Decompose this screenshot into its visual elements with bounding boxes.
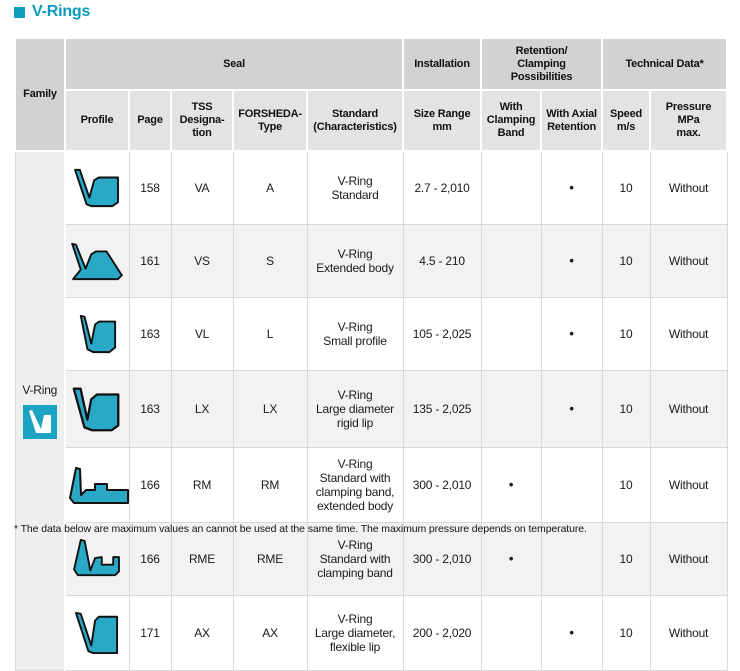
cell-forsheda-type: A: [232, 150, 308, 225]
col-header-size-range: Size Range mm: [402, 89, 483, 152]
cell-page: 171: [128, 595, 172, 671]
cell-with-clamping-band: [480, 595, 542, 671]
profile-cell: [64, 370, 130, 448]
cell-with-axial-retention: •: [540, 224, 603, 298]
cell-with-clamping-band: [480, 297, 542, 371]
family-label: V-Ring: [22, 383, 58, 397]
col-header-profile: Profile: [64, 89, 130, 152]
cell-speed: 10: [601, 224, 651, 298]
table-row: 163 VL L V-Ring Small profile 105 - 2,02…: [15, 297, 728, 371]
cell-with-axial-retention: •: [540, 297, 603, 371]
group-header-seal: Seal: [63, 37, 405, 91]
cell-with-axial-retention: •: [540, 370, 603, 448]
cell-standard: V-Ring Small profile: [306, 297, 404, 371]
title-bullet-icon: [14, 6, 25, 18]
cell-speed: 10: [601, 595, 651, 671]
group-header-retention: Retention/ Clamping Possibilities: [480, 37, 604, 91]
profile-cell: [64, 297, 130, 371]
cell-page: 158: [128, 150, 172, 225]
cell-standard: V-Ring Large diameter rigid lip: [306, 370, 404, 448]
v-ring-family-icon: [22, 405, 57, 439]
col-header-speed: Speed m/s: [601, 89, 652, 152]
cell-with-clamping-band: [480, 150, 542, 225]
group-header-installation: Installation: [402, 37, 483, 91]
col-header-page: Page: [128, 89, 172, 152]
cell-speed: 10: [601, 447, 651, 523]
profile-rme-icon: [73, 538, 121, 577]
cell-size-range: 105 - 2,025: [402, 297, 482, 371]
cell-size-range: 135 - 2,025: [402, 370, 482, 448]
profile-vs-icon: [71, 242, 124, 281]
table-row: V-Ring 158 VA A V-Ring Standard 2.7 - 2,…: [14, 150, 728, 671]
cell-tss-designation: VL: [170, 297, 234, 371]
cell-standard: V-Ring Standard: [306, 150, 404, 225]
cell-with-clamping-band: •: [480, 447, 542, 523]
cell-speed: 10: [601, 150, 651, 225]
family-cell: V-Ring: [14, 150, 66, 671]
profile-cell: [64, 447, 130, 523]
cell-with-axial-retention: •: [540, 150, 603, 225]
cell-speed: 10: [601, 370, 651, 448]
cell-forsheda-type: RM: [232, 447, 308, 523]
cell-standard: V-Ring Extended body: [306, 224, 404, 298]
table-row: 161 VS S V-Ring Extended body 4.5 - 210 …: [15, 224, 728, 298]
cell-tss-designation: VS: [170, 224, 234, 298]
cell-tss-designation: VA: [170, 150, 234, 225]
v-rings-table: Family Seal Installation Retention/ Clam…: [14, 37, 729, 671]
profile-cell: [64, 595, 130, 671]
cell-page: 161: [128, 224, 172, 298]
profile-rm-icon: [69, 467, 129, 504]
cell-with-axial-retention: [540, 447, 603, 523]
profile-va-icon: [74, 168, 120, 208]
col-header-standard: Standard (Characteristics): [305, 89, 405, 152]
profile-ax-icon: [75, 611, 119, 655]
cell-tss-designation: RM: [170, 447, 234, 523]
group-header-family: Family: [14, 37, 66, 152]
col-header-tss-designation: TSS Designa- tion: [170, 89, 234, 152]
cell-forsheda-type: S: [232, 224, 308, 298]
cell-pressure: Without: [649, 150, 728, 225]
cell-size-range: 200 - 2,020: [402, 595, 482, 671]
table-row: 166 RM RM V-Ring Standard with clamping …: [15, 447, 728, 523]
cell-page: 166: [128, 447, 172, 523]
cell-speed: 10: [601, 297, 651, 371]
cell-standard: V-Ring Standard with clamping band, exte…: [306, 447, 404, 523]
profile-lx-icon: [72, 387, 120, 432]
cell-tss-designation: LX: [170, 370, 234, 448]
cell-with-clamping-band: [480, 224, 542, 298]
cell-page: 163: [128, 297, 172, 371]
cell-pressure: Without: [649, 370, 728, 448]
cell-pressure: Without: [649, 297, 728, 371]
table-row: 163 LX LX V-Ring Large diameter rigid li…: [15, 370, 728, 448]
cell-forsheda-type: L: [232, 297, 308, 371]
page-title: V-Rings: [14, 3, 90, 21]
col-header-with-clamping-band: With Clamping Band: [480, 89, 543, 152]
profile-cell: [64, 150, 130, 225]
cell-size-range: 2.7 - 2,010: [402, 150, 482, 225]
profile-cell: [64, 224, 130, 298]
cell-pressure: Without: [649, 447, 728, 523]
page-title-text: V-Rings: [32, 3, 91, 20]
cell-with-axial-retention: •: [540, 595, 603, 671]
cell-with-clamping-band: [480, 370, 542, 448]
cell-pressure: Without: [649, 595, 728, 671]
cell-size-range: 300 - 2,010: [402, 447, 482, 523]
cell-standard: V-Ring Large diameter, flexible lip: [306, 595, 404, 671]
cell-page: 163: [128, 370, 172, 448]
cell-forsheda-type: AX: [232, 595, 308, 671]
cell-tss-designation: AX: [170, 595, 234, 671]
col-header-forsheda-type: FORSHEDA- Type: [232, 89, 308, 152]
group-header-technical-data: Technical Data*: [601, 37, 729, 91]
table-row: 171 AX AX V-Ring Large diameter, flexibl…: [15, 595, 728, 671]
cell-forsheda-type: LX: [232, 370, 308, 448]
cell-size-range: 4.5 - 210: [402, 224, 482, 298]
profile-vl-icon: [80, 314, 117, 354]
cell-pressure: Without: [649, 224, 728, 298]
col-header-pressure: Pressure MPa max.: [649, 89, 729, 152]
footnote-text: * The data below are maximum values an c…: [14, 523, 587, 535]
col-header-with-axial-retention: With Axial Retention: [540, 89, 604, 152]
